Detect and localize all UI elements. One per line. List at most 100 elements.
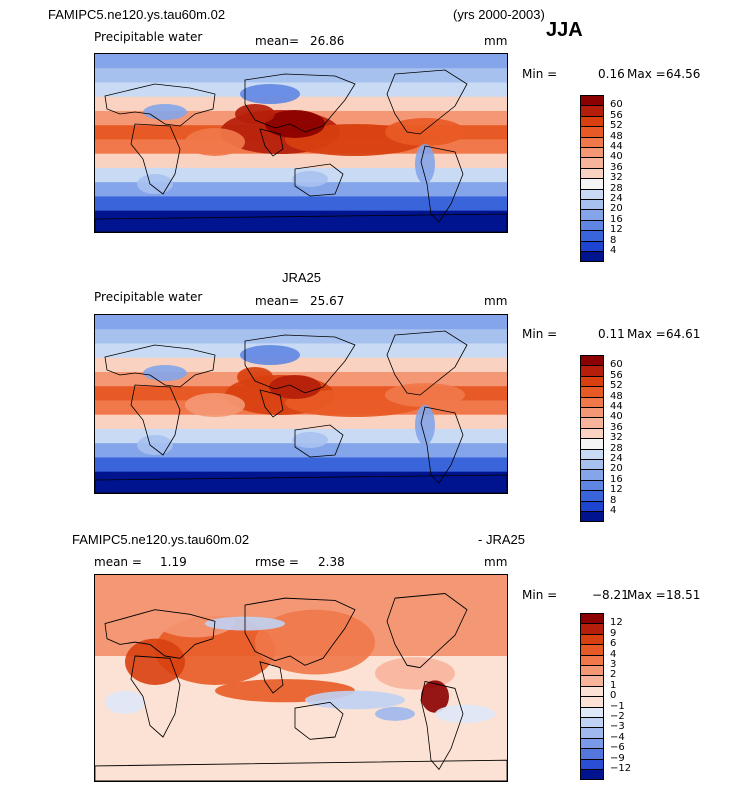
colorbar-tick-label: 20 bbox=[610, 203, 623, 215]
mean-value: 25.67 bbox=[310, 294, 345, 308]
colorbar-tick-label: 60 bbox=[610, 359, 623, 371]
years-label: (yrs 2000-2003) bbox=[453, 7, 545, 22]
model-colorbar: 60 56 52 48 44 40 36 32 28 24 20 16 12 8 4 bbox=[580, 95, 623, 263]
max-label: Max = bbox=[627, 588, 666, 602]
mean-label: mean= bbox=[255, 34, 300, 48]
map-blob bbox=[137, 174, 173, 194]
coastline bbox=[420, 145, 464, 223]
map-blob bbox=[415, 144, 435, 184]
obs-map bbox=[94, 314, 508, 494]
coastline bbox=[294, 424, 344, 458]
map-blob bbox=[235, 104, 275, 124]
map-band bbox=[95, 54, 507, 70]
variable-label: Precipitable water bbox=[94, 30, 203, 44]
colorbar-tick-label: 1 bbox=[610, 679, 617, 691]
map-band bbox=[95, 357, 507, 373]
map-band bbox=[95, 343, 507, 359]
colorbar-tick-label: 40 bbox=[610, 151, 623, 163]
map-blob bbox=[292, 171, 328, 187]
coastline bbox=[244, 334, 356, 394]
map-blob bbox=[137, 435, 173, 455]
colorbar-tick-label: 32 bbox=[610, 432, 623, 444]
colorbar-tick-label: 4 bbox=[610, 505, 617, 516]
min-label: Min = bbox=[522, 327, 558, 341]
variable-label: Precipitable water bbox=[94, 290, 203, 304]
map-blob bbox=[269, 375, 321, 399]
mean-value: 1.19 bbox=[160, 555, 187, 569]
map-blob bbox=[375, 706, 415, 721]
min-value: 0.11 bbox=[598, 327, 625, 341]
map-blob bbox=[143, 365, 187, 381]
colorbar-tick-label: 36 bbox=[610, 421, 623, 433]
max-value: 18.51 bbox=[666, 588, 701, 602]
colorbar-tick-label: −6 bbox=[610, 742, 625, 754]
colorbar-tick-label: 44 bbox=[610, 401, 623, 412]
diff-title-left: FAMIPC5.ne120.ys.tau60m.02 bbox=[72, 532, 250, 547]
map-blob bbox=[185, 128, 245, 156]
obs-map-field bbox=[95, 315, 507, 493]
map-blob bbox=[292, 432, 328, 448]
min-label: Min = bbox=[522, 67, 558, 81]
colorbar-tick-label: −9 bbox=[610, 752, 625, 764]
map-blob bbox=[435, 704, 495, 724]
min-value: 0.16 bbox=[598, 67, 625, 81]
colorbar-tick-label: −12 bbox=[610, 763, 632, 774]
colorbar-tick-label: 28 bbox=[610, 182, 623, 194]
coastline bbox=[95, 213, 507, 232]
map-blob bbox=[265, 110, 325, 138]
model-map-field bbox=[95, 54, 507, 232]
map-blob bbox=[185, 393, 245, 417]
map-band bbox=[95, 315, 507, 331]
colorbar-tick-label: 48 bbox=[610, 130, 623, 142]
coastline bbox=[95, 474, 507, 493]
colorbar-tick-label: 60 bbox=[610, 99, 623, 111]
colorbar-tick-label: −3 bbox=[610, 721, 625, 733]
colorbar-tick-label: 12 bbox=[610, 224, 623, 236]
colorbar-tick-label: 0 bbox=[610, 690, 617, 702]
colorbar-tick-label: 56 bbox=[610, 109, 623, 121]
colorbar-tick-label: 6 bbox=[610, 638, 617, 650]
colorbar-tick-label: 20 bbox=[610, 463, 623, 475]
colorbar-tick-label: 2 bbox=[610, 669, 617, 681]
coastline bbox=[130, 123, 181, 195]
coastline bbox=[294, 163, 344, 197]
map-band bbox=[95, 96, 507, 112]
panel-title: JRA25 bbox=[282, 270, 322, 285]
map-blob bbox=[255, 609, 375, 675]
coastline bbox=[259, 661, 284, 694]
coastline bbox=[386, 593, 468, 669]
min-value: −8.21 bbox=[592, 588, 629, 602]
colorbar-swatch bbox=[580, 251, 604, 263]
colorbar-tick-label: 16 bbox=[610, 213, 623, 225]
mean-value: 26.86 bbox=[310, 34, 345, 48]
diff-map bbox=[94, 574, 508, 782]
colorbar-tick-label: 9 bbox=[610, 627, 617, 639]
obs-colorbar: 60 56 52 48 44 40 36 32 28 24 20 16 12 8 4 bbox=[580, 355, 623, 523]
map-blob bbox=[355, 598, 435, 622]
map-blob bbox=[155, 605, 235, 638]
colorbar-tick-label: −4 bbox=[610, 731, 625, 743]
max-value: 64.56 bbox=[666, 67, 701, 81]
coastline bbox=[104, 83, 216, 127]
colorbar-tick-label: 8 bbox=[610, 234, 617, 246]
coastline bbox=[244, 597, 356, 666]
rmse-label: rmse = bbox=[255, 555, 299, 569]
colorbar-tick-label: 24 bbox=[610, 453, 623, 464]
map-band bbox=[95, 153, 507, 169]
map-blob bbox=[240, 84, 300, 104]
coastline bbox=[130, 384, 181, 456]
min-label: Min = bbox=[522, 588, 558, 602]
colorbar-tick-label: 52 bbox=[610, 120, 623, 132]
map-band bbox=[95, 471, 507, 493]
colorbar-tick-label: 8 bbox=[610, 494, 617, 506]
map-blob bbox=[237, 367, 273, 387]
colorbar-tick-label: −1 bbox=[610, 700, 625, 712]
max-value: 64.61 bbox=[666, 327, 701, 341]
colorbar-tick-label: 48 bbox=[610, 390, 623, 402]
map-band bbox=[95, 329, 507, 345]
colorbar-tick-label: 52 bbox=[610, 380, 623, 392]
units-label: mm bbox=[484, 294, 508, 308]
colorbar-tick-label: 12 bbox=[610, 617, 623, 629]
coastline bbox=[294, 701, 344, 740]
colorbar-tick-label: 32 bbox=[610, 172, 623, 184]
